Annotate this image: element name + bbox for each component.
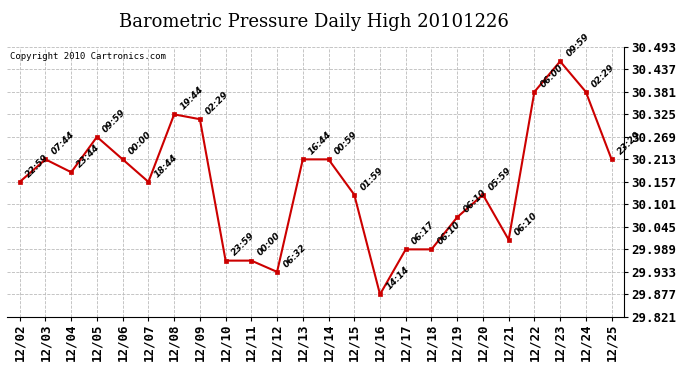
Text: 18:44: 18:44 xyxy=(152,153,179,179)
Text: 23:59: 23:59 xyxy=(230,231,257,258)
Text: 19:44: 19:44 xyxy=(178,85,205,112)
Text: Copyright 2010 Cartronics.com: Copyright 2010 Cartronics.com xyxy=(10,52,166,61)
Text: 07:44: 07:44 xyxy=(50,130,77,157)
Text: 06:17: 06:17 xyxy=(410,220,437,247)
Text: 22:59: 22:59 xyxy=(24,153,50,179)
Text: 05:59: 05:59 xyxy=(487,165,513,192)
Text: Barometric Pressure Daily High 20101226: Barometric Pressure Daily High 20101226 xyxy=(119,13,509,31)
Text: 06:10: 06:10 xyxy=(513,210,540,237)
Text: 09:59: 09:59 xyxy=(564,32,591,58)
Text: 06:00: 06:00 xyxy=(539,63,565,89)
Text: 00:00: 00:00 xyxy=(127,130,153,157)
Text: 06:10: 06:10 xyxy=(462,188,488,214)
Text: 06:10: 06:10 xyxy=(435,220,462,247)
Text: 23:44: 23:44 xyxy=(75,143,102,170)
Text: 01:59: 01:59 xyxy=(358,165,385,192)
Text: 02:29: 02:29 xyxy=(204,90,230,116)
Text: 16:44: 16:44 xyxy=(307,130,333,157)
Text: 23:29: 23:29 xyxy=(615,130,642,157)
Text: 00:59: 00:59 xyxy=(333,130,359,157)
Text: 06:32: 06:32 xyxy=(282,243,308,269)
Text: 14:14: 14:14 xyxy=(384,265,411,292)
Text: 00:00: 00:00 xyxy=(255,231,282,258)
Text: 02:29: 02:29 xyxy=(590,63,617,89)
Text: 09:59: 09:59 xyxy=(101,108,128,134)
